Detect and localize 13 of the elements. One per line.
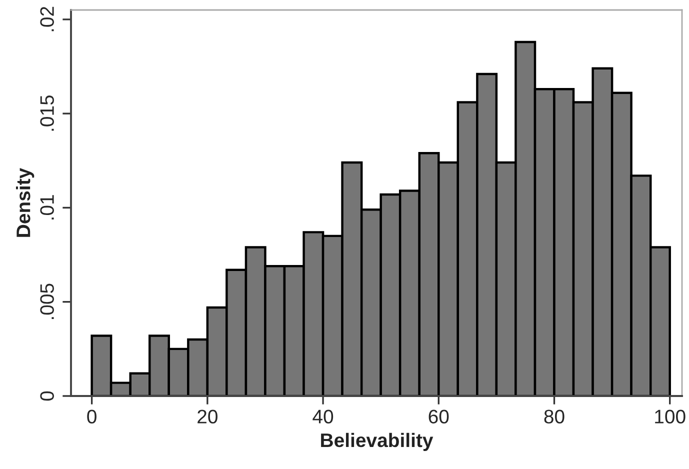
y-tick-label: .02	[40, 6, 54, 32]
y-tick-label: 0	[40, 391, 54, 401]
x-tick-label: 20	[198, 410, 218, 424]
x-tick-label: 100	[655, 410, 686, 424]
y-tick-label: .015	[40, 95, 54, 131]
x-tick-label: 40	[312, 410, 334, 424]
x-tick-label: 80	[544, 410, 564, 424]
y-tick-label: .01	[40, 195, 54, 220]
y-axis-title: Density	[16, 168, 34, 237]
x-axis-title: Believability	[321, 432, 434, 451]
x-tick-label: 0	[87, 410, 96, 424]
x-tick-label: 60	[428, 410, 449, 424]
y-tick-label: .005	[40, 284, 54, 319]
